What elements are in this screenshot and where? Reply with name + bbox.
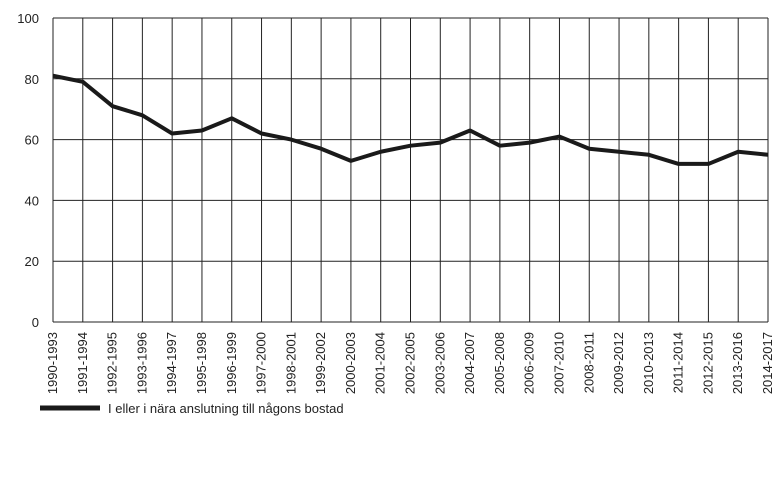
y-tick-label: 0	[32, 315, 39, 330]
y-tick-label: 100	[17, 11, 39, 26]
x-tick-label: 1993-1996	[134, 332, 149, 394]
x-tick-label: 2008-2011	[581, 332, 596, 393]
x-tick-label: 2007-2010	[551, 332, 566, 394]
x-tick-label: 1994-1997	[164, 332, 179, 394]
x-tick-label: 2003-2006	[432, 332, 447, 394]
x-tick-label: 2012-2015	[700, 332, 715, 394]
x-tick-label: 2005-2008	[492, 332, 507, 394]
x-tick-label: 2009-2012	[611, 332, 626, 394]
x-tick-label: 2001-2004	[373, 332, 388, 394]
x-tick-label: 2006-2009	[522, 332, 537, 394]
x-tick-label: 1990-1993	[45, 332, 60, 394]
x-tick-label: 2010-2013	[641, 332, 656, 394]
x-tick-label: 1998-2001	[283, 332, 298, 394]
x-tick-label: 1996-1999	[224, 332, 239, 394]
x-tick-label: 1995-1998	[194, 332, 209, 394]
x-tick-label: 2014-2017	[760, 332, 775, 394]
x-tick-label: 1999-2002	[313, 332, 328, 394]
x-tick-label: 2002-2005	[403, 332, 418, 394]
x-tick-label: 1991-1994	[75, 332, 90, 394]
x-tick-label: 2000-2003	[343, 332, 358, 394]
data-line	[52, 73, 769, 166]
y-tick-label: 20	[25, 254, 39, 269]
x-tick-label: 1992-1995	[105, 332, 120, 394]
y-tick-label: 80	[25, 72, 39, 87]
x-tick-label: 1997-2000	[254, 332, 269, 394]
x-tick-label: 2004-2007	[462, 332, 477, 394]
y-tick-label: 60	[25, 133, 39, 148]
x-tick-label: 2011-2014	[671, 332, 686, 393]
y-tick-label: 40	[25, 193, 39, 208]
x-tick-label: 2013-2016	[730, 332, 745, 394]
legend-label: I eller i nära anslutning till någons bo…	[108, 401, 344, 416]
